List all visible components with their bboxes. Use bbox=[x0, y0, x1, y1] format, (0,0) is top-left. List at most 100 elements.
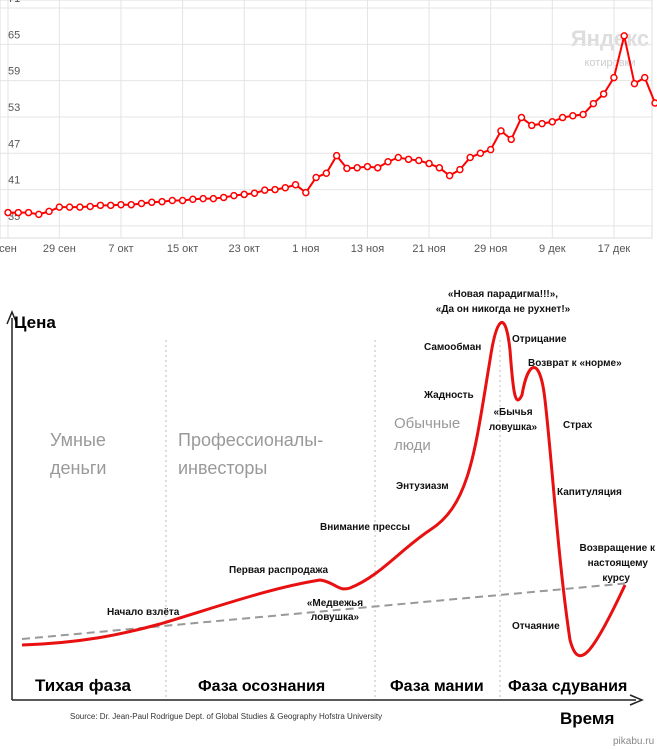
annotation: ловушка» bbox=[311, 612, 360, 623]
x-tick-label: 7 окт bbox=[108, 243, 133, 255]
diagram: Цена Время Умные деньги Профессионалы- и… bbox=[6, 289, 656, 747]
phase-label: Фаза осознания bbox=[198, 678, 325, 695]
x-tick-label: 29 ноя bbox=[474, 243, 507, 255]
point bbox=[332, 151, 341, 160]
point bbox=[106, 201, 115, 210]
point bbox=[230, 191, 238, 200]
x-tick-label: 1 ноя bbox=[292, 243, 319, 255]
point bbox=[302, 188, 310, 197]
point bbox=[425, 159, 433, 168]
point bbox=[445, 171, 454, 180]
point bbox=[620, 32, 628, 40]
x-tick-label: 17 дек bbox=[598, 243, 631, 255]
x-tick-label: 29 сен bbox=[43, 243, 76, 255]
point bbox=[569, 111, 577, 120]
point bbox=[456, 165, 464, 174]
annotation: настоящему bbox=[588, 558, 649, 569]
x-tick-label: 21 ноя bbox=[412, 243, 445, 255]
annotation: Жадность bbox=[423, 390, 474, 401]
x-tick-label: 9 дек bbox=[539, 243, 566, 255]
annotation: «Бычья bbox=[493, 407, 532, 418]
group-label: деньги bbox=[50, 458, 106, 478]
phase-label: Фаза мании bbox=[390, 678, 484, 695]
point bbox=[517, 113, 526, 122]
y-tick-label: 65 bbox=[8, 29, 20, 41]
point bbox=[189, 195, 197, 204]
x-axis-label: Время bbox=[560, 709, 614, 728]
group-label: Умные bbox=[50, 430, 106, 450]
point bbox=[353, 164, 361, 172]
x-tick-label: 15 окт bbox=[167, 243, 198, 255]
watermark: Яндекс bbox=[571, 26, 649, 51]
annotation: Возвращение к bbox=[579, 543, 656, 554]
annotation: ловушка» bbox=[489, 422, 538, 433]
point bbox=[599, 90, 608, 98]
phase-label: Фаза сдувания bbox=[508, 678, 627, 695]
point bbox=[548, 118, 557, 126]
arrow bbox=[6, 310, 18, 325]
annotation: Страх bbox=[563, 420, 593, 431]
y-tick-label: 59 bbox=[8, 66, 20, 78]
point bbox=[486, 145, 495, 154]
point bbox=[528, 121, 536, 130]
annotation: «Новая парадигма!!!», bbox=[448, 289, 558, 300]
site-watermark: pikabu.ru bbox=[613, 736, 654, 747]
plot-area bbox=[0, 0, 653, 239]
point bbox=[137, 199, 146, 208]
point bbox=[219, 193, 228, 202]
watermark: котировки bbox=[584, 57, 635, 69]
annotation: Энтузиазм bbox=[396, 481, 449, 492]
point bbox=[415, 156, 423, 165]
point bbox=[589, 99, 598, 108]
point bbox=[435, 164, 444, 172]
x-tick-label: 13 ноя bbox=[351, 243, 384, 255]
point bbox=[640, 73, 649, 82]
annotation: Отрицание bbox=[512, 334, 567, 345]
point bbox=[240, 190, 248, 199]
point bbox=[466, 153, 474, 162]
point bbox=[117, 200, 125, 209]
point bbox=[651, 99, 657, 107]
point bbox=[394, 153, 403, 162]
point bbox=[168, 196, 177, 205]
phase-label: Тихая фаза bbox=[35, 676, 132, 695]
arrow bbox=[629, 694, 644, 706]
point bbox=[476, 149, 485, 158]
point bbox=[558, 113, 567, 122]
point bbox=[96, 201, 105, 210]
point bbox=[45, 207, 53, 216]
point bbox=[630, 79, 639, 88]
annotation: Первая распродажа bbox=[229, 565, 329, 576]
point bbox=[24, 208, 33, 217]
annotation: «Да он никогда не рухнет!» bbox=[436, 304, 571, 315]
x-tick-label: 23 окт bbox=[229, 243, 260, 255]
point bbox=[384, 157, 392, 166]
point bbox=[158, 197, 166, 206]
point bbox=[322, 169, 331, 177]
y-tick-label: 41 bbox=[8, 175, 20, 187]
point bbox=[209, 194, 218, 203]
group-label: Обычные bbox=[394, 415, 460, 432]
point bbox=[127, 200, 135, 209]
point bbox=[148, 198, 156, 207]
group-label: Профессионалы- bbox=[178, 430, 323, 450]
point bbox=[497, 127, 505, 135]
source: Source: Dr. Jean-Paul Rodrigue Dept. of … bbox=[70, 712, 382, 721]
point bbox=[507, 135, 515, 144]
point bbox=[404, 155, 413, 164]
annotation: курсу bbox=[602, 573, 630, 584]
annotation: Отчаяние bbox=[512, 621, 560, 632]
point bbox=[86, 202, 94, 211]
point bbox=[261, 186, 269, 194]
point bbox=[271, 185, 279, 194]
series-line bbox=[8, 35, 656, 216]
y-tick-label: 47 bbox=[8, 138, 20, 150]
point bbox=[291, 180, 300, 189]
annotation: Самообман bbox=[424, 341, 481, 353]
point bbox=[14, 208, 23, 217]
group-label: инвесторы bbox=[178, 458, 267, 478]
annotation: Начало взлёта bbox=[107, 607, 180, 618]
point bbox=[538, 119, 546, 128]
point bbox=[76, 203, 84, 211]
bubble-curve bbox=[21, 321, 627, 658]
